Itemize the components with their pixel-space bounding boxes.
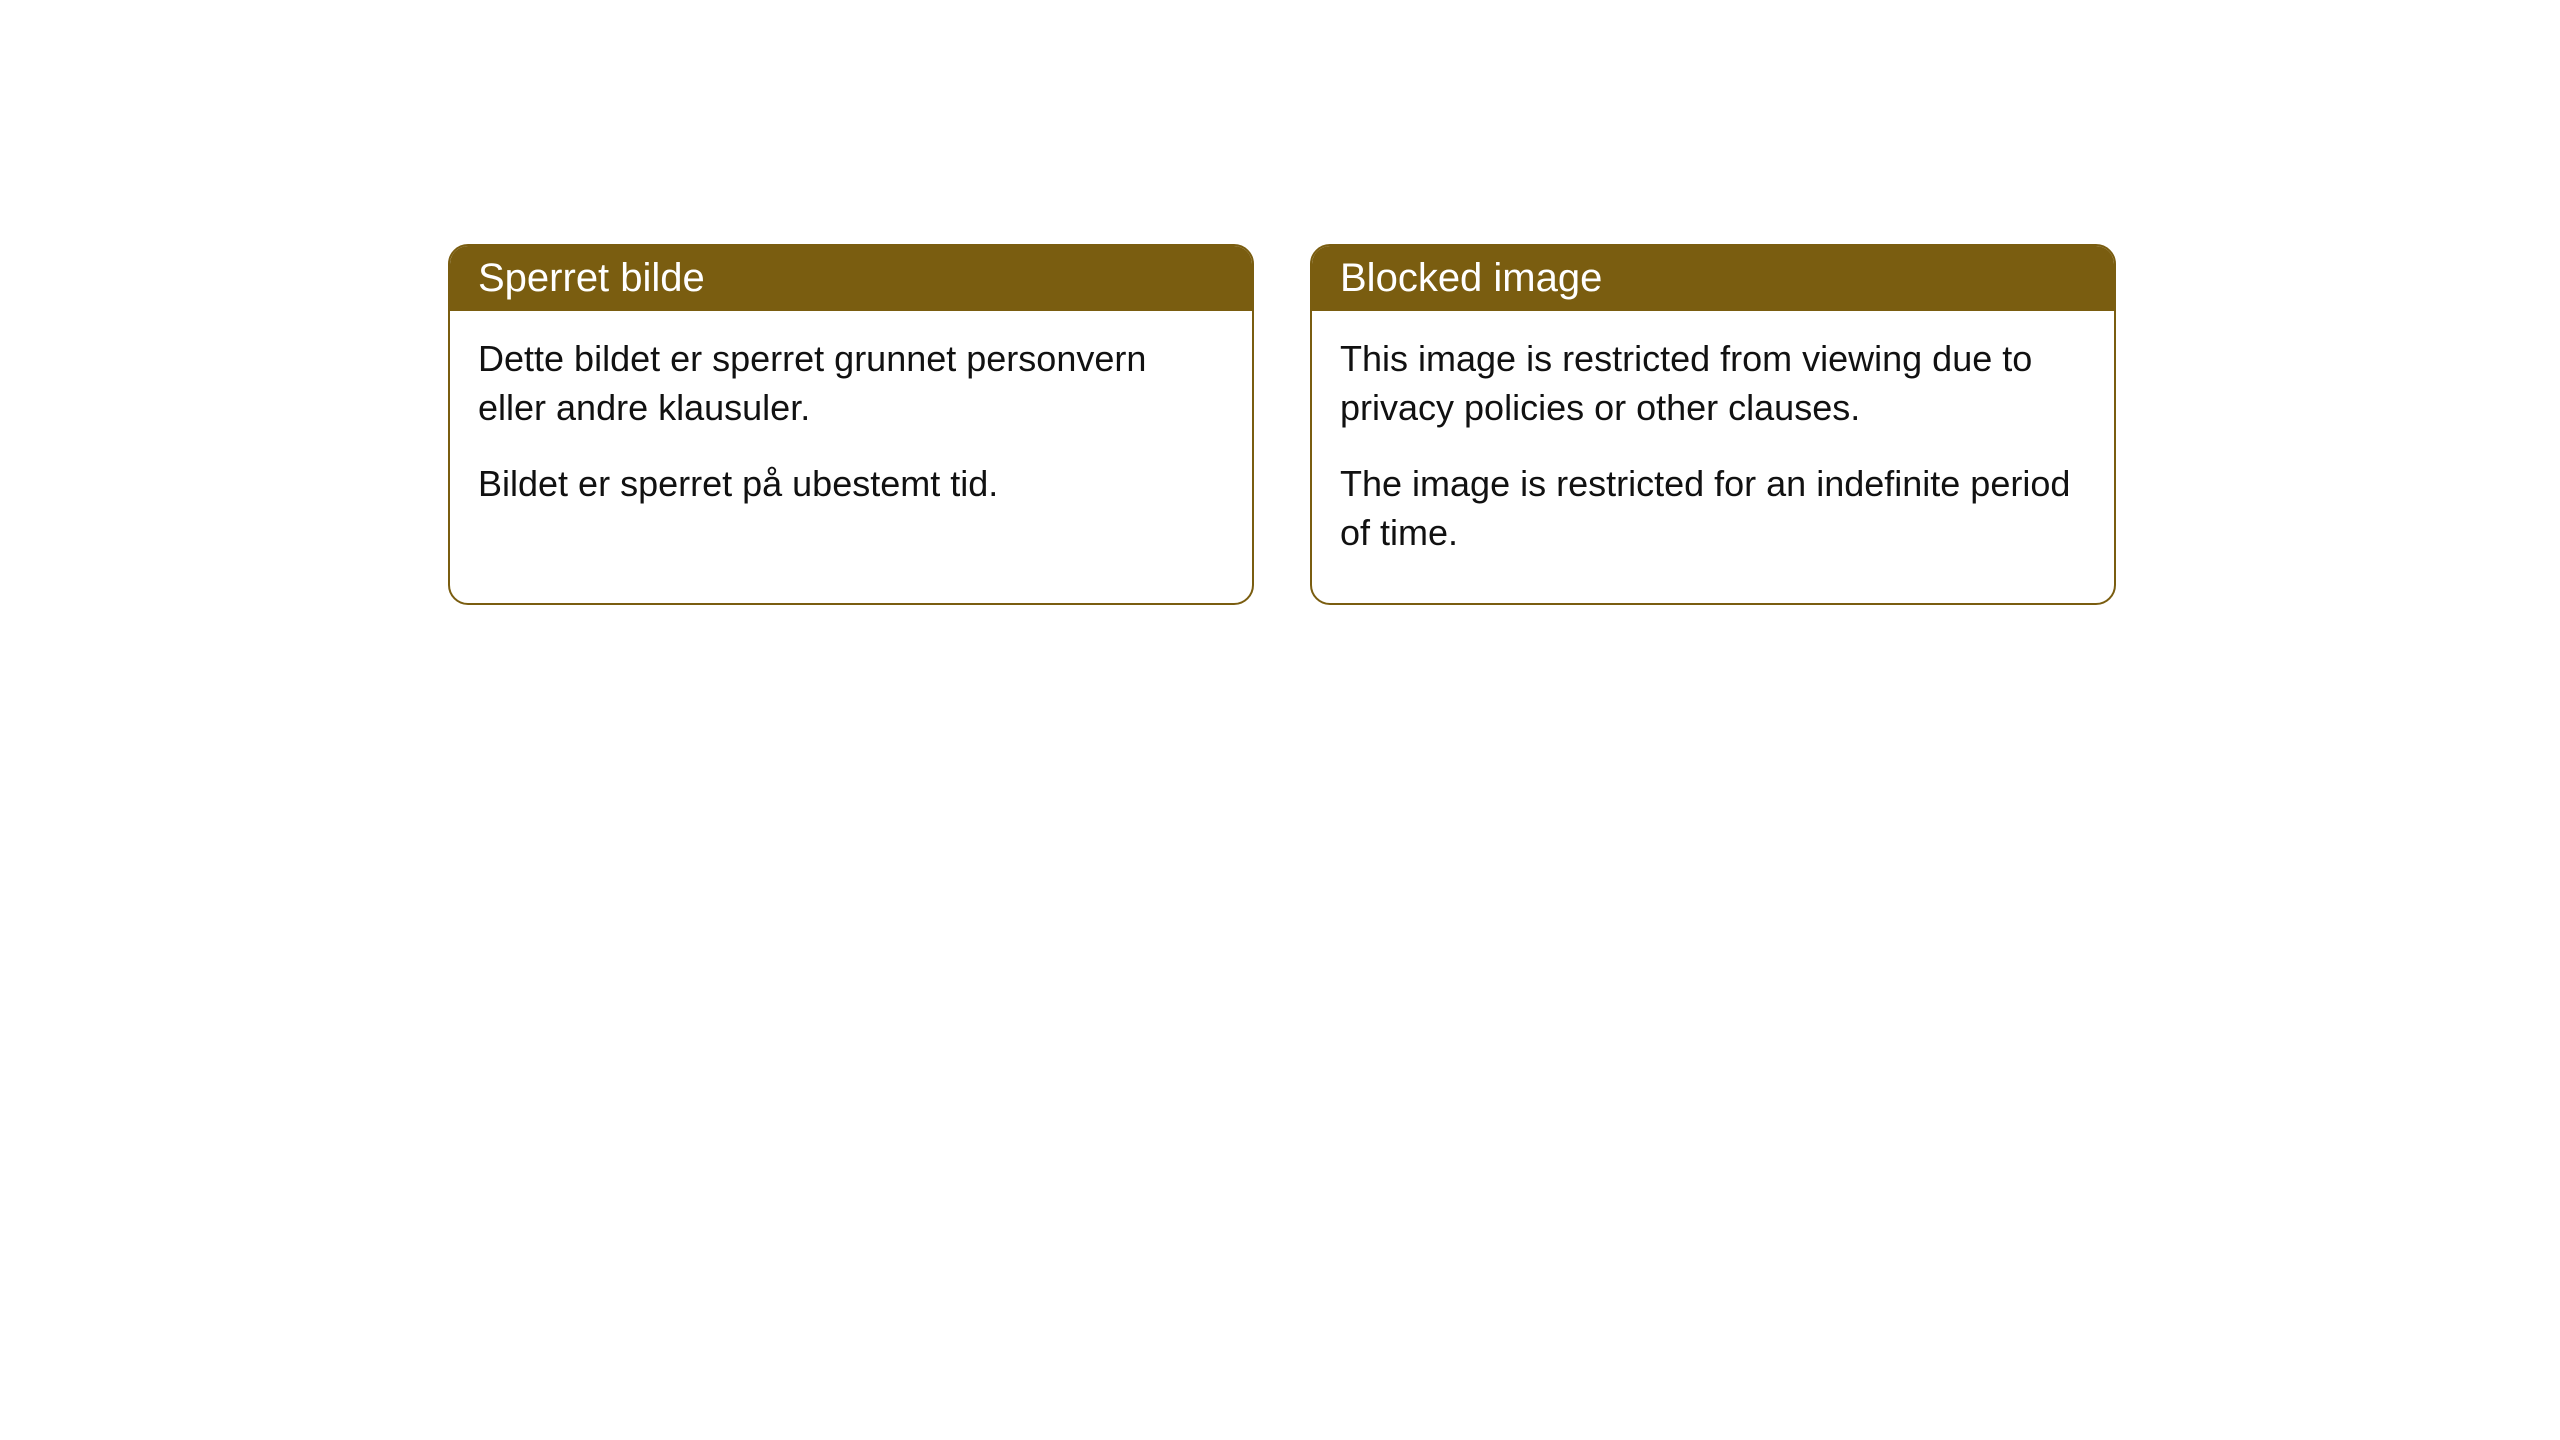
- notice-header: Blocked image: [1312, 246, 2114, 311]
- notice-paragraph-1: Dette bildet er sperret grunnet personve…: [478, 335, 1224, 432]
- notice-card-norwegian: Sperret bilde Dette bildet er sperret gr…: [448, 244, 1254, 605]
- notice-card-english: Blocked image This image is restricted f…: [1310, 244, 2116, 605]
- notice-paragraph-2: The image is restricted for an indefinit…: [1340, 460, 2086, 557]
- notice-container: Sperret bilde Dette bildet er sperret gr…: [0, 0, 2560, 605]
- notice-paragraph-2: Bildet er sperret på ubestemt tid.: [478, 460, 1224, 509]
- notice-body: This image is restricted from viewing du…: [1312, 311, 2114, 603]
- notice-paragraph-1: This image is restricted from viewing du…: [1340, 335, 2086, 432]
- notice-body: Dette bildet er sperret grunnet personve…: [450, 311, 1252, 555]
- notice-header: Sperret bilde: [450, 246, 1252, 311]
